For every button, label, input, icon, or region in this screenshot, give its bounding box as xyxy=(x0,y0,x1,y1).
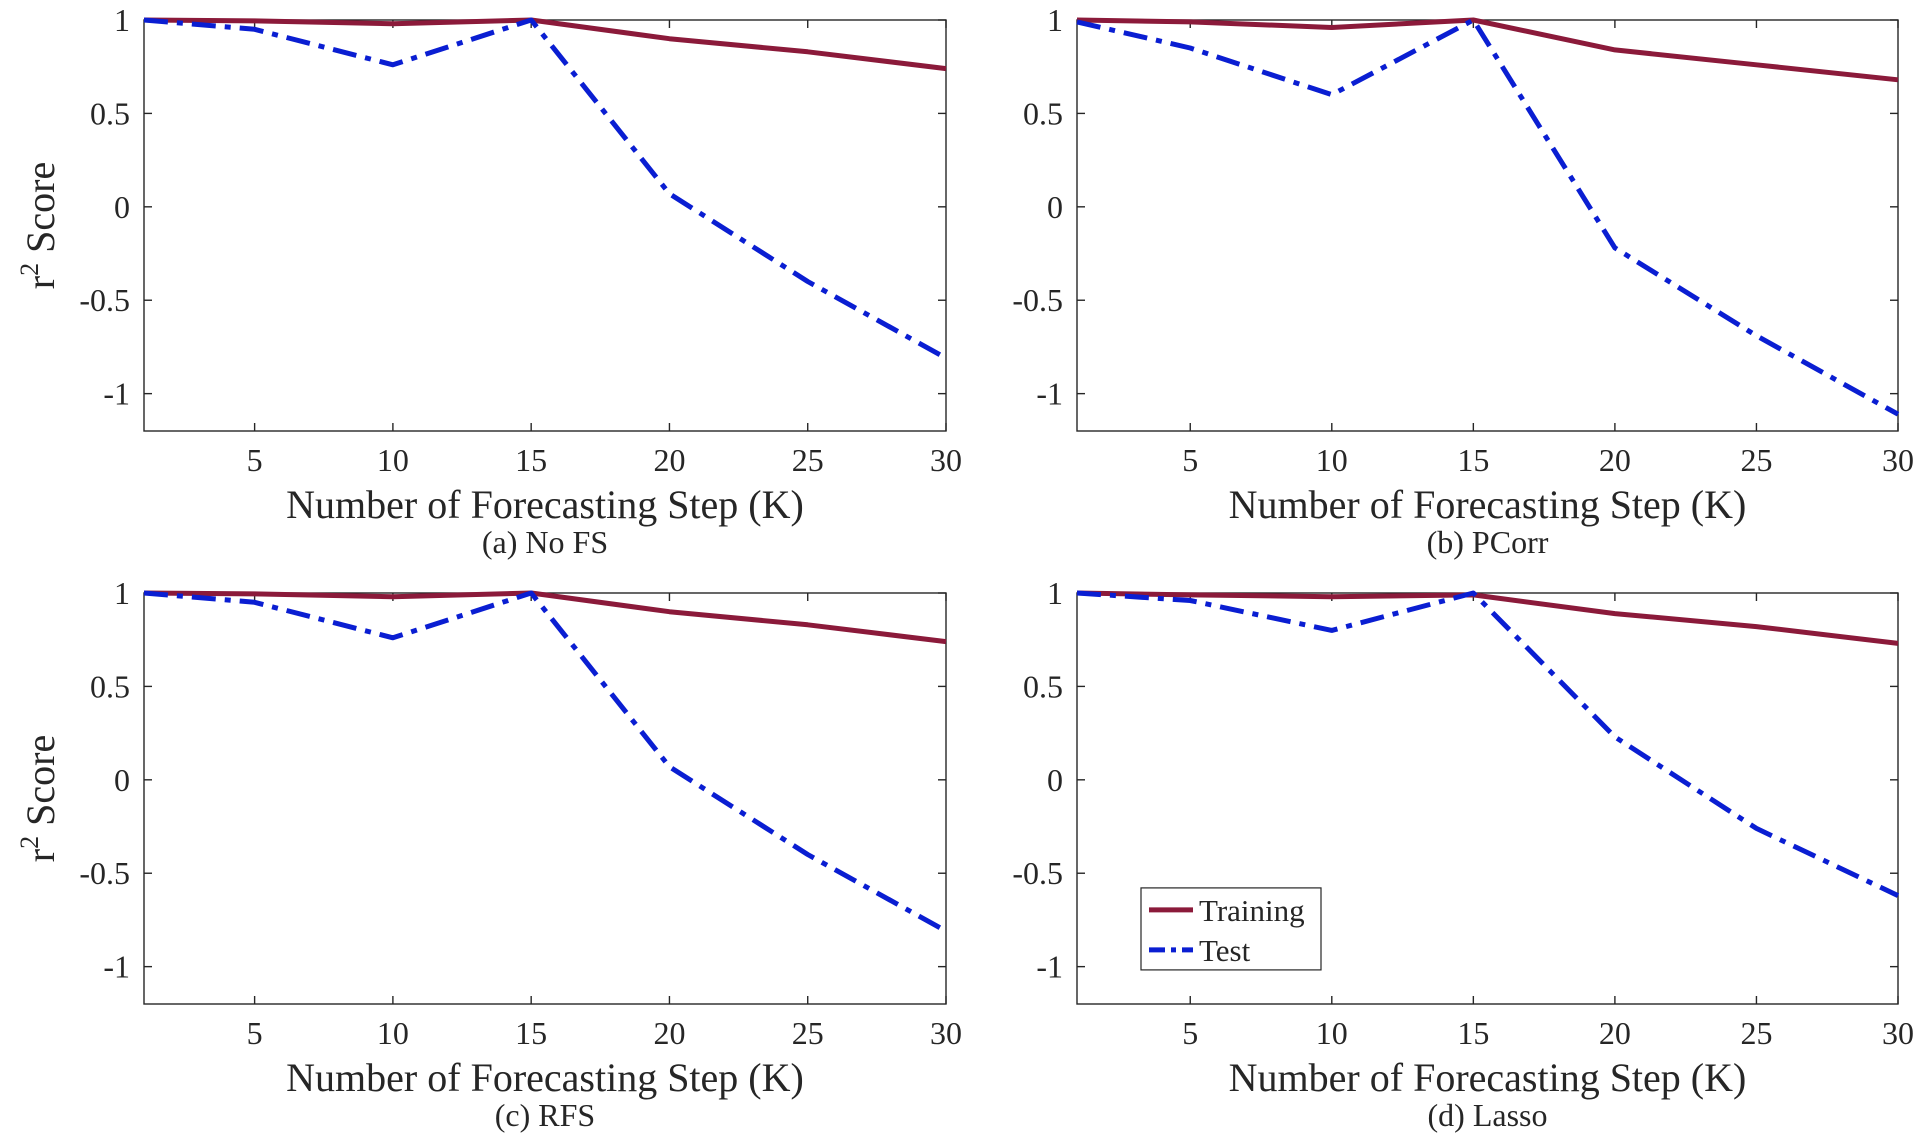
plot-frame xyxy=(143,19,947,432)
y-axis-label-score: Score xyxy=(18,162,63,263)
chart-panel-3: 5 10 15 20 25 30 -1 -0.5 0 0.5 1 Number of Forecast… xyxy=(15,575,962,1133)
panel-caption: (c) RFS xyxy=(495,1097,595,1133)
y-tick-label: 0.5 xyxy=(90,668,130,704)
x-tick-label: 15 xyxy=(515,1015,547,1051)
x-tick-label: 25 xyxy=(792,442,824,478)
y-axis-label-r: r xyxy=(18,849,63,862)
x-tick-label: 20 xyxy=(1599,1015,1631,1051)
panel-caption: (a) No FS xyxy=(482,524,608,560)
x-tick-label: 10 xyxy=(377,442,409,478)
x-tick-label: 15 xyxy=(1457,442,1489,478)
y-tick-label: -1 xyxy=(1036,949,1063,985)
y-tick-label: 1 xyxy=(1047,575,1063,611)
y-axis-label-score: Score xyxy=(18,735,63,836)
x-tick-label: 5 xyxy=(247,1015,263,1051)
y-tick-label: 0.5 xyxy=(1023,95,1063,131)
chart-panel-2: 5 10 15 20 25 30 -1 -0.5 0 0.5 1 Number of Forecast… xyxy=(1012,2,1914,560)
y-tick-label: 1 xyxy=(1047,2,1063,38)
y-tick-label: 0 xyxy=(1047,762,1063,798)
x-tick-label: 5 xyxy=(247,442,263,478)
x-tick-label: 20 xyxy=(653,1015,685,1051)
x-axis-label: Number of Forecasting Step (K) xyxy=(1229,1055,1747,1100)
panel-caption: (d) Lasso xyxy=(1428,1097,1548,1133)
y-tick-label: 0.5 xyxy=(1023,668,1063,704)
x-axis-label: Number of Forecasting Step (K) xyxy=(286,1055,804,1100)
plot-frame xyxy=(143,592,947,1005)
x-tick-label: 10 xyxy=(1316,442,1348,478)
x-axis-label: Number of Forecasting Step (K) xyxy=(1229,482,1747,527)
x-tick-label: 20 xyxy=(653,442,685,478)
y-axis-label: r2 Score xyxy=(15,162,63,289)
y-axis-label: r2 Score xyxy=(15,735,63,862)
x-tick-label: 25 xyxy=(1740,1015,1772,1051)
legend-box xyxy=(1140,887,1322,971)
y-tick-label: 0.5 xyxy=(90,95,130,131)
x-tick-label: 25 xyxy=(1740,442,1772,478)
legend-label-test: Test xyxy=(1199,933,1251,968)
y-axis-label-r: r xyxy=(18,276,63,289)
x-tick-label: 20 xyxy=(1599,442,1631,478)
y-tick-label: -0.5 xyxy=(1012,855,1063,891)
y-tick-label: 0 xyxy=(1047,189,1063,225)
y-tick-label: 0 xyxy=(114,762,130,798)
y-tick-label: -1 xyxy=(103,376,130,412)
y-tick-label: 1 xyxy=(114,2,130,38)
x-tick-label: 10 xyxy=(377,1015,409,1051)
chart-panel-1: 5 10 15 20 25 30 -1 -0.5 0 0.5 1 Number of Forecast… xyxy=(15,2,962,560)
y-tick-label: -1 xyxy=(103,949,130,985)
x-tick-label: 25 xyxy=(792,1015,824,1051)
y-tick-label: -0.5 xyxy=(79,282,130,318)
x-tick-label: 15 xyxy=(515,442,547,478)
y-tick-label: -0.5 xyxy=(1012,282,1063,318)
x-tick-label: 30 xyxy=(930,442,962,478)
x-tick-label: 30 xyxy=(1882,1015,1914,1051)
x-tick-label: 10 xyxy=(1316,1015,1348,1051)
x-tick-label: 30 xyxy=(930,1015,962,1051)
y-tick-label: 0 xyxy=(114,189,130,225)
x-tick-label: 5 xyxy=(1182,442,1198,478)
legend: Training Test xyxy=(1140,887,1322,971)
x-tick-label: 15 xyxy=(1457,1015,1489,1051)
panel-caption: (b) PCorr xyxy=(1427,524,1549,560)
x-axis-label: Number of Forecasting Step (K) xyxy=(286,482,804,527)
x-tick-label: 30 xyxy=(1882,442,1914,478)
y-tick-label: 1 xyxy=(114,575,130,611)
chart-panel-4: 5 10 15 20 25 30 -1 -0.5 0 0.5 1 Number of Forecast… xyxy=(1012,575,1914,1133)
y-tick-label: -0.5 xyxy=(79,855,130,891)
y-axis-label-superscript: 2 xyxy=(15,836,44,849)
y-tick-label: -1 xyxy=(1036,376,1063,412)
y-axis-label-superscript: 2 xyxy=(15,263,44,276)
x-tick-label: 5 xyxy=(1182,1015,1198,1051)
plot-frame xyxy=(1076,19,1899,432)
legend-label-training: Training xyxy=(1199,893,1305,928)
